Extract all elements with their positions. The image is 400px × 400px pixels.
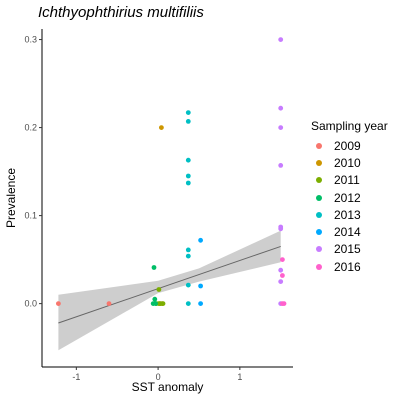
legend-key [316, 177, 322, 184]
confidence-band [58, 230, 281, 351]
data-point-2012 [152, 296, 158, 302]
data-point-2012 [151, 265, 157, 270]
legend-item-2012: 2012 [311, 189, 397, 206]
legend-item-2010: 2010 [311, 154, 397, 171]
x-axis-title: SST anomaly [132, 380, 204, 394]
legend-label: 2009 [334, 138, 361, 153]
data-point-2013 [185, 247, 191, 253]
legend-item-2013: 2013 [311, 206, 397, 223]
legend-label: 2011 [334, 173, 360, 188]
data-point-2013 [185, 173, 191, 179]
legend-item-2011: 2011 [311, 172, 397, 189]
data-point-2009 [106, 301, 112, 306]
data-point-2010 [159, 125, 164, 130]
data-point-2013 [185, 180, 191, 186]
data-point-2014 [198, 283, 204, 289]
y-tick-label: 0.1 [24, 211, 37, 221]
chart-title: Ichthyophthirius multifiliis [38, 4, 204, 21]
x-tick-label: 1 [237, 372, 242, 382]
y-tick-label: 0.2 [24, 123, 37, 133]
legend-label: 2016 [334, 259, 361, 274]
data-point-2013 [185, 301, 191, 306]
data-point-2014 [198, 237, 204, 243]
data-point-2016 [281, 301, 287, 306]
data-point-2015 [278, 105, 284, 111]
x-tick-label: -1 [72, 372, 80, 382]
legend-item-2014: 2014 [311, 223, 397, 240]
y-tick-label: 0.0 [24, 299, 37, 309]
data-point-2016 [280, 273, 285, 278]
data-point-2013 [185, 119, 191, 124]
legend-label: 2012 [334, 190, 361, 205]
data-point-2013 [185, 110, 191, 115]
data-point-2012 [153, 301, 159, 306]
data-point-2013 [185, 282, 191, 288]
data-point-2015 [278, 226, 284, 232]
legend-key [316, 263, 322, 270]
data-point-2015 [278, 37, 284, 42]
legend-key [316, 194, 322, 201]
data-point-2014 [198, 301, 204, 306]
legend-item-2016: 2016 [311, 258, 397, 275]
legend-key [316, 229, 322, 236]
legend-label: 2010 [334, 155, 361, 170]
legend-label: 2014 [334, 225, 361, 240]
data-point-2015 [278, 267, 284, 273]
data-point-2013 [185, 253, 191, 259]
legend-key [316, 246, 322, 253]
data-point-2011 [156, 287, 162, 292]
y-tick-label: 0.3 [24, 35, 37, 45]
legend-key [316, 142, 322, 149]
data-point-2013 [185, 157, 191, 163]
data-point-2015 [278, 279, 284, 284]
legend-key [316, 211, 322, 218]
trend-line [58, 245, 281, 324]
data-point-2015 [278, 125, 284, 130]
data-point-2009 [56, 301, 61, 306]
data-point-2016 [280, 257, 285, 262]
legend: 2009 2010 2011 2012 2013 2014 2015 2016 [311, 137, 397, 275]
legend-label: 2013 [334, 207, 361, 222]
legend-item-2015: 2015 [311, 241, 397, 258]
legend-key [316, 159, 322, 166]
y-axis-title: Prevalence [4, 168, 18, 228]
data-point-2015 [278, 163, 284, 168]
legend-label: 2015 [334, 242, 361, 257]
legend-title: Sampling year [311, 119, 388, 133]
legend-item-2009: 2009 [311, 137, 397, 154]
data-point-2011 [160, 301, 166, 306]
x-tick-label: 0 [156, 372, 161, 382]
